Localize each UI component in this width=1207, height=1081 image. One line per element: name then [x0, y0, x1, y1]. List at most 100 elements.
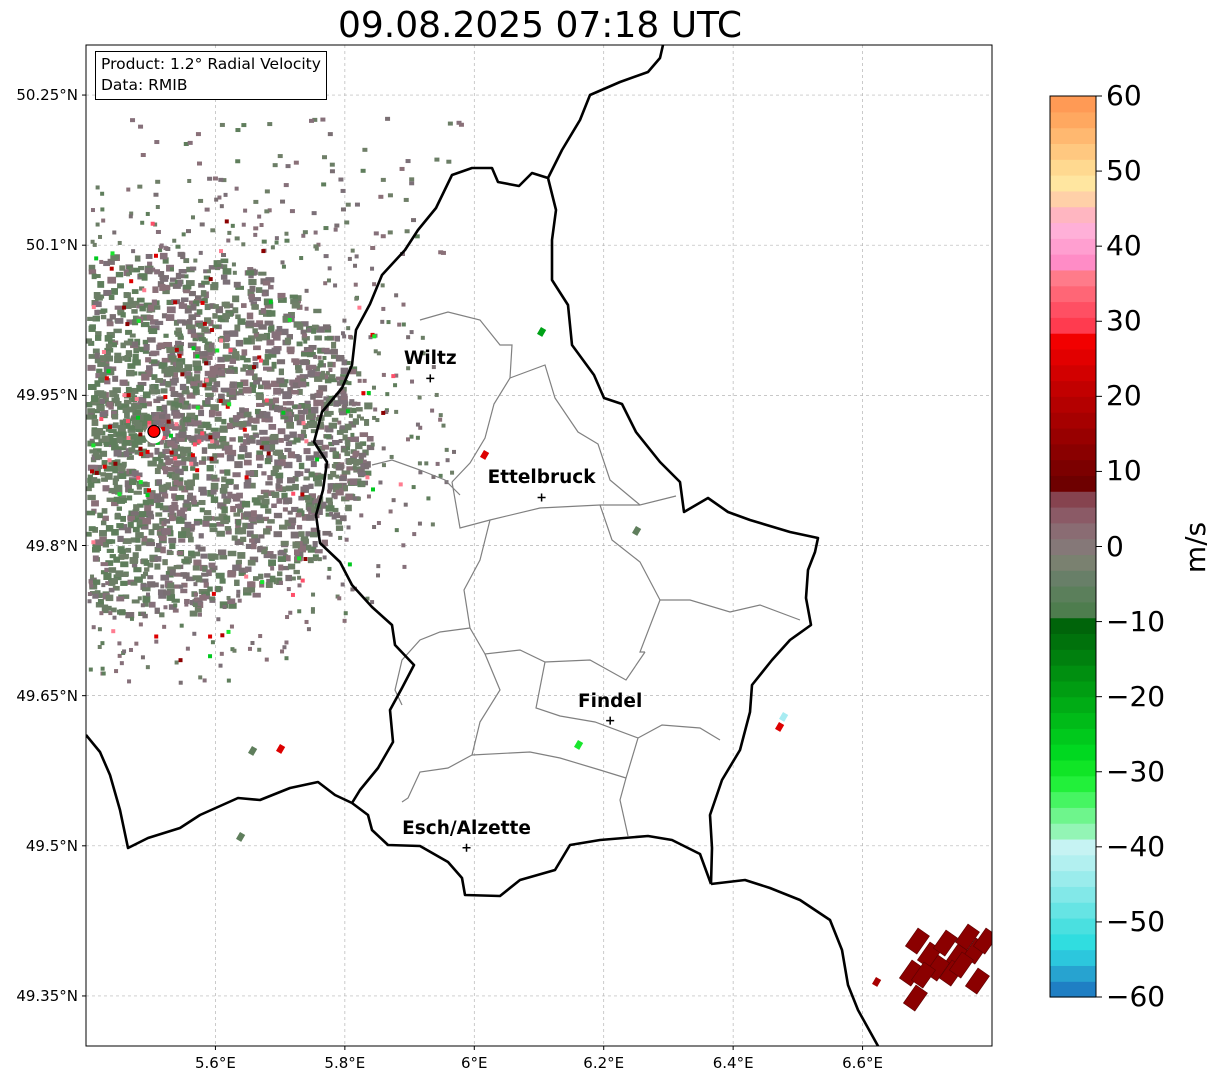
- colorbar-segment: [1050, 917, 1096, 935]
- colorbar-segment: [1050, 443, 1096, 461]
- lat-tick-label: 49.35°N: [16, 986, 78, 1005]
- lat-tick-label: 49.65°N: [16, 686, 78, 705]
- country-border-segment: [86, 734, 353, 850]
- colorbar-segment: [1050, 254, 1096, 271]
- country-border-segment: [312, 166, 820, 885]
- lon-tick-label: 6.2°E: [583, 1054, 625, 1072]
- colorbar-segment: [1050, 348, 1096, 366]
- product-info-box: Product: 1.2° Radial Velocity Data: RMIB: [95, 51, 327, 100]
- colorbar-segment: [1050, 475, 1096, 492]
- colorbar-segment: [1050, 96, 1096, 113]
- city-marker: [606, 716, 615, 725]
- colorbar-segment: [1050, 333, 1096, 350]
- colorbar-tick-label: −40: [1106, 829, 1166, 863]
- colorbar-segment: [1050, 728, 1096, 745]
- colorbar-tick-label: 50: [1106, 154, 1142, 188]
- chart-title: 09.08.2025 07:18 UTC: [337, 5, 743, 46]
- colorbar-segment: [1050, 933, 1096, 951]
- colorbar-segment: [1050, 775, 1096, 793]
- canton-boundary: [451, 481, 640, 529]
- colorbar-segment: [1050, 317, 1096, 334]
- colorbar-segment: [1050, 143, 1096, 160]
- lon-tick-marks: [214, 1046, 864, 1050]
- lon-tick-label: 6°E: [461, 1054, 488, 1072]
- lon-tick-label: 6.4°E: [712, 1054, 754, 1072]
- city-label: Wiltz: [403, 348, 457, 370]
- colorbar-segment: [1050, 222, 1096, 239]
- colorbar-segment: [1050, 554, 1096, 571]
- colorbar-tick-label: 10: [1106, 454, 1142, 488]
- colorbar-segment: [1050, 522, 1096, 540]
- colorbar-segment: [1050, 427, 1096, 445]
- lat-tick-label: 50.1°N: [25, 236, 78, 255]
- colorbar-segment: [1050, 807, 1096, 824]
- data-source-label: Data: RMIB: [101, 76, 188, 94]
- city-markers: [426, 374, 615, 852]
- product-label: Product: 1.2° Radial Velocity: [101, 55, 321, 73]
- canton-boundary: [394, 627, 471, 706]
- colorbar-segment: [1050, 506, 1096, 524]
- colorbar-segment: [1050, 175, 1096, 192]
- colorbar-segment: [1050, 870, 1096, 887]
- colorbar-tick-label: 30: [1106, 304, 1142, 338]
- colorbar-unit-label: m/s: [1179, 521, 1207, 574]
- city-marker: [462, 843, 471, 852]
- colorbar-segment: [1050, 696, 1096, 714]
- canton-boundaries: [371, 311, 801, 837]
- city-label: Esch/Alzette: [402, 817, 531, 839]
- canton-boundary: [535, 661, 639, 837]
- colorbar-tick-label: −10: [1106, 604, 1166, 638]
- canton-boundary: [660, 599, 801, 621]
- colorbar-segment: [1050, 838, 1096, 856]
- city-marker: [426, 374, 435, 383]
- colorbar-segment: [1050, 190, 1096, 208]
- colorbar: [1049, 95, 1102, 998]
- colorbar-segment: [1050, 586, 1096, 603]
- colorbar-segment: [1050, 854, 1096, 872]
- colorbar-segment: [1050, 665, 1096, 682]
- colorbar-segment: [1050, 285, 1096, 303]
- colorbar-segment: [1050, 380, 1096, 397]
- colorbar-segment: [1050, 617, 1096, 635]
- lat-tick-label: 49.5°N: [25, 836, 78, 855]
- lat-tick-label: 49.95°N: [16, 386, 78, 405]
- colorbar-segment: [1050, 902, 1096, 919]
- colorbar-tick-label: 40: [1106, 229, 1142, 263]
- country-borders: [86, 45, 880, 1046]
- colorbar-segment: [1050, 412, 1096, 429]
- country-border-segment: [710, 878, 880, 1046]
- canton-boundary: [371, 459, 461, 496]
- lon-tick-label: 5.6°E: [195, 1054, 236, 1072]
- radar-velocity-echoes: [86, 116, 992, 1012]
- colorbar-segment: [1050, 759, 1096, 777]
- colorbar-segment: [1050, 712, 1096, 729]
- canton-boundary: [463, 519, 646, 681]
- lat-tick-marks: [82, 94, 86, 997]
- colorbar-segment: [1050, 269, 1096, 287]
- colorbar-tick-label: −50: [1106, 904, 1166, 938]
- colorbar-segment: [1050, 965, 1096, 982]
- radar-site-marker: [147, 424, 161, 438]
- lat-tick-label: 50.25°N: [16, 86, 78, 105]
- colorbar-segment: [1050, 491, 1096, 508]
- colorbar-segment: [1050, 206, 1096, 224]
- colorbar-segment: [1050, 601, 1096, 619]
- colorbar-tick-label: 60: [1106, 79, 1142, 112]
- colorbar-segment: [1050, 680, 1096, 698]
- colorbar-segment: [1050, 364, 1096, 382]
- canton-boundary: [419, 311, 513, 483]
- colorbar-tick-label: 0: [1106, 529, 1124, 563]
- colorbar-segment: [1050, 981, 1096, 998]
- lon-tick-label: 6.6°E: [842, 1054, 883, 1072]
- canton-boundary: [599, 504, 661, 653]
- colorbar-tick-label: −30: [1106, 754, 1166, 788]
- lat-lon-gridlines: [86, 45, 992, 1046]
- colorbar-segment: [1050, 649, 1096, 666]
- canton-boundary: [509, 364, 677, 506]
- canton-boundary: [471, 751, 627, 779]
- colorbar-segment: [1050, 301, 1096, 318]
- colorbar-segment: [1050, 396, 1096, 413]
- colorbar-segment: [1050, 744, 1096, 761]
- colorbar-segment: [1050, 823, 1096, 840]
- colorbar-tick-label: −20: [1106, 679, 1166, 713]
